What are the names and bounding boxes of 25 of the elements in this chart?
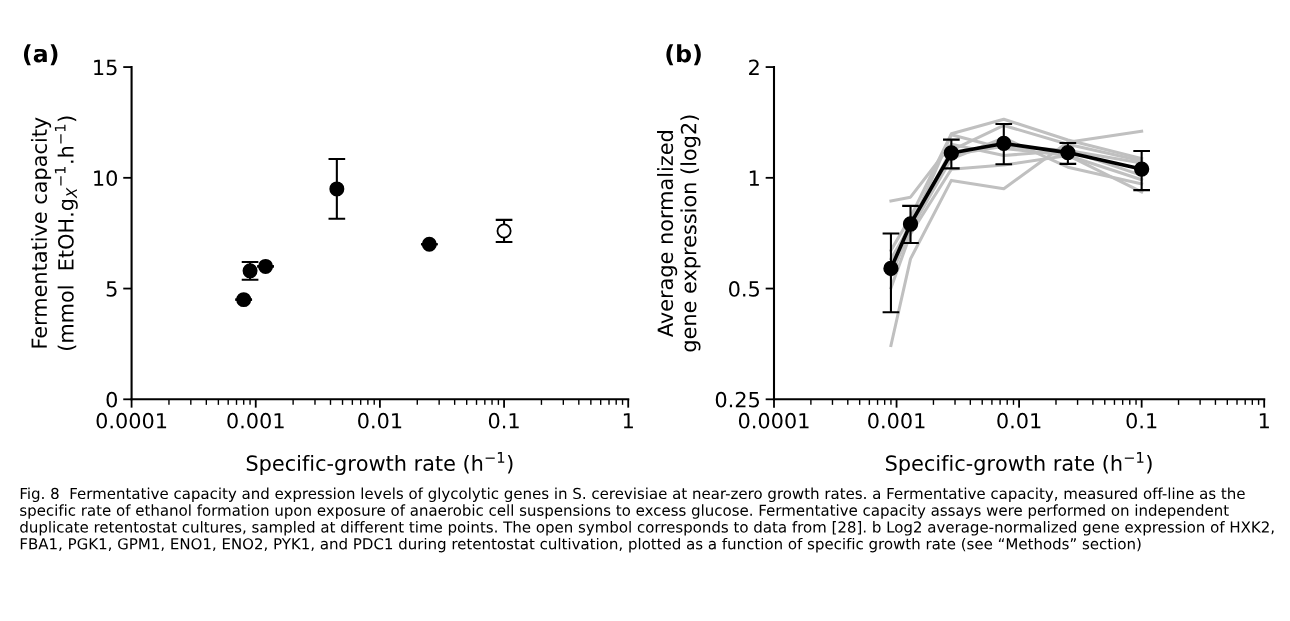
x-tick-label: 0.1 [488, 412, 519, 429]
y-tick-label: 2 [749, 59, 759, 75]
x-axis-title: Specific-growth rate (h$^{−1}$) [246, 452, 513, 476]
x-tick-label: 0.0001 [96, 412, 167, 429]
x-tick-label: 0.0001 [738, 412, 809, 429]
chart-title: (b) [666, 44, 701, 66]
y-tick-label: 10 [94, 170, 117, 187]
caption: Fig. 8 Fermentative capacity and expression levels of glycolytic genes in S. cerevisiae at near-zero growth rates. a Fermentative capacity, measured off-line as the specific rate of ethanol formation upon exposure of anaerobic cell suspensions to excess glucose. Fermentative capacity assays were performed on independent duplicate retentostat cultures, sampled at different time points. The open symbol corresponds to data from [28]. b Log2 average-normalized gene expression of HXK2, FBA1, PGK1, GPM1, ENO1, ENO2, PYK1, and PDC1 during retentostat cultivation, plotted as a function of specific growth rate (see “Methods” section) [20, 487, 1274, 553]
x-axis-title: Specific-growth rate (h$^{−1}$) [885, 452, 1152, 476]
x-tick-label: 0.001 [868, 412, 925, 429]
x-tick-label: 0.001 [227, 412, 284, 429]
y-axis-title: Fermentative capacity (mmol EtOH.g$_{X}$$^{−1}$.h$^{−1}$) [30, 116, 78, 350]
x-tick-label: 0.01 [997, 412, 1041, 429]
y-tick-label: 0.25 [715, 391, 759, 408]
x-tick-label: 0.1 [1126, 412, 1157, 429]
x-tick-label: 0.01 [358, 412, 402, 429]
y-tick-label: 0 [106, 391, 117, 408]
y-tick-label: 0.5 [729, 281, 759, 297]
chart-title: (a) [23, 44, 58, 66]
y-tick-label: 5 [106, 281, 117, 297]
y-tick-label: 1 [749, 170, 759, 186]
y-axis-title: Average normalized gene expression (log2) [657, 115, 701, 352]
x-tick-label: 1 [1259, 413, 1269, 429]
x-tick-label: 1 [623, 413, 633, 429]
y-tick-label: 15 [94, 59, 117, 76]
